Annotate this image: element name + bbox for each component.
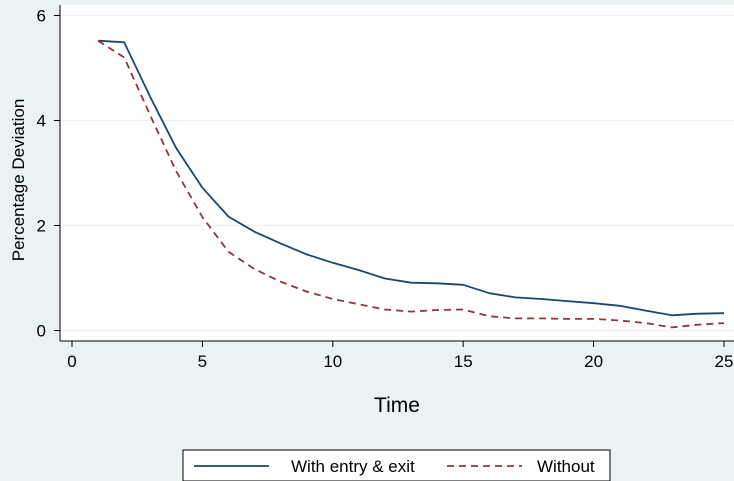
y-tick-label-2: 2 xyxy=(37,217,46,236)
plot-area xyxy=(60,5,734,341)
series-line-without xyxy=(97,39,725,329)
y-axis-title: Percentage Deviation xyxy=(9,99,28,262)
tick-labels: 0 2 4 6 0 5 10 15 20 25 xyxy=(37,7,734,372)
legend-label-without: Without xyxy=(537,457,595,476)
x-tick-label-25: 25 xyxy=(715,352,734,371)
x-tick-label-0: 0 xyxy=(67,352,76,371)
y-tick-label-0: 0 xyxy=(37,322,46,341)
series-line-with-entry-exit xyxy=(98,39,725,317)
x-tick-label-15: 15 xyxy=(454,352,473,371)
series-lines xyxy=(97,39,725,329)
axes xyxy=(54,5,734,347)
x-tick-label-5: 5 xyxy=(198,352,207,371)
x-axis-title: Time xyxy=(374,394,420,417)
y-tick-label-6: 6 xyxy=(37,7,46,26)
legend: With entry & exit Without xyxy=(182,449,611,481)
legend-label-with-entry-exit: With entry & exit xyxy=(291,457,415,476)
x-tick-label-10: 10 xyxy=(323,352,342,371)
gridlines xyxy=(60,14,734,332)
x-tick-label-20: 20 xyxy=(584,352,603,371)
y-tick-label-4: 4 xyxy=(37,112,46,131)
